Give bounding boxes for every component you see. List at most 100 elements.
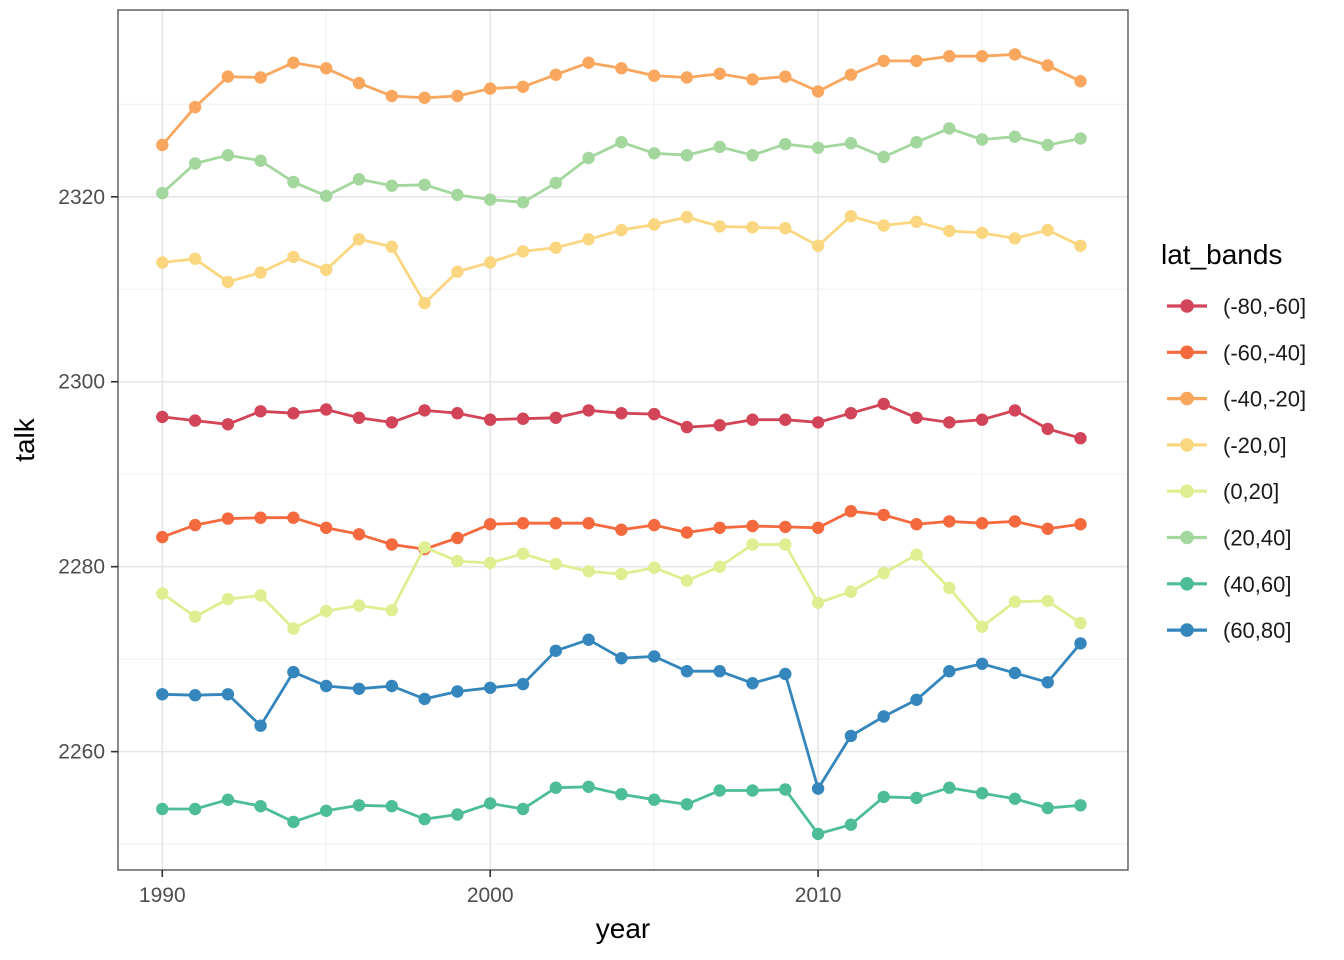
data-point (811, 782, 825, 795)
data-point (156, 802, 169, 816)
data-point (713, 784, 726, 797)
data-point (287, 815, 300, 829)
x-axis-title: year (596, 913, 650, 944)
data-point (877, 219, 890, 232)
data-point (188, 689, 202, 702)
data-point (385, 538, 398, 551)
data-point (287, 622, 300, 635)
data-point (188, 518, 202, 532)
data-point (287, 665, 300, 679)
data-point (582, 517, 595, 530)
data-point (156, 530, 169, 544)
data-point (910, 693, 923, 706)
legend-key-point (1180, 438, 1194, 452)
data-point (746, 538, 759, 551)
data-point (352, 528, 366, 541)
data-point (811, 416, 825, 429)
data-point (254, 719, 267, 732)
data-point (254, 589, 267, 602)
data-point (615, 136, 628, 149)
data-point (582, 151, 595, 165)
data-point (811, 85, 825, 98)
series-(-80,-60] (156, 397, 1087, 445)
data-point (451, 265, 464, 278)
data-point (648, 218, 661, 231)
data-point (221, 793, 235, 806)
data-point (484, 556, 497, 570)
data-point (877, 508, 890, 522)
data-point (549, 781, 562, 794)
data-point (451, 808, 464, 821)
data-point (746, 73, 759, 86)
data-point (975, 657, 989, 670)
data-point (516, 245, 530, 258)
data-point (385, 89, 398, 103)
data-point (418, 812, 431, 826)
data-point (156, 410, 169, 424)
data-point (221, 592, 235, 606)
legend-item-label: (-80,-60] (1223, 294, 1306, 319)
axis-ticks (111, 195, 819, 877)
data-point (287, 511, 300, 524)
data-point (582, 404, 595, 417)
data-point (352, 411, 366, 424)
data-point (221, 149, 235, 162)
data-point (713, 560, 726, 573)
data-point (156, 688, 169, 701)
data-point (975, 50, 989, 63)
data-point (713, 220, 726, 233)
data-point (320, 403, 333, 416)
data-point (844, 818, 858, 831)
data-point (188, 157, 202, 170)
data-point (516, 517, 530, 530)
data-point (418, 91, 431, 105)
y-tick-label: 2300 (58, 371, 105, 394)
data-point (1041, 594, 1054, 608)
data-point (156, 186, 169, 200)
y-tick-label: 2280 (58, 556, 105, 579)
data-point (516, 196, 530, 209)
data-point (811, 141, 825, 154)
data-point (549, 176, 562, 190)
x-tick-label: 2000 (467, 884, 514, 907)
data-point (352, 599, 366, 612)
data-point (811, 596, 825, 609)
data-point (254, 511, 267, 524)
data-series-layer (156, 48, 1087, 841)
data-point (975, 133, 989, 146)
data-point (844, 585, 858, 598)
data-point (156, 138, 169, 152)
data-point (779, 538, 792, 551)
y-tick-label: 2320 (58, 186, 105, 209)
data-point (1008, 232, 1022, 245)
data-point (615, 523, 628, 536)
data-point (648, 147, 661, 160)
legend-item: (-80,-60] (1167, 294, 1306, 319)
series-(60,80] (156, 633, 1087, 795)
panel-border (117, 9, 1129, 871)
data-point (1008, 792, 1022, 805)
data-point (975, 226, 989, 240)
data-point (1041, 59, 1054, 72)
data-point (877, 567, 890, 580)
data-point (680, 420, 694, 434)
data-point (484, 413, 497, 426)
data-point (680, 71, 694, 84)
legend-key-point (1180, 299, 1194, 313)
data-point (156, 256, 169, 269)
data-point (320, 521, 333, 534)
data-point (385, 416, 398, 429)
series-(-60,-40] (156, 505, 1087, 556)
y-tick-label: 2260 (58, 741, 105, 764)
data-point (221, 512, 235, 525)
data-point (844, 210, 858, 223)
data-point (516, 80, 530, 94)
data-point (418, 541, 431, 554)
data-point (811, 827, 825, 841)
data-point (713, 665, 726, 678)
series-(40,60] (156, 780, 1087, 841)
axis-tick-labels: 1990 2000 2010 2260 2280 2300 2320 (58, 186, 841, 907)
data-point (680, 210, 694, 224)
legend-item-label: (-60,-40] (1223, 340, 1306, 365)
